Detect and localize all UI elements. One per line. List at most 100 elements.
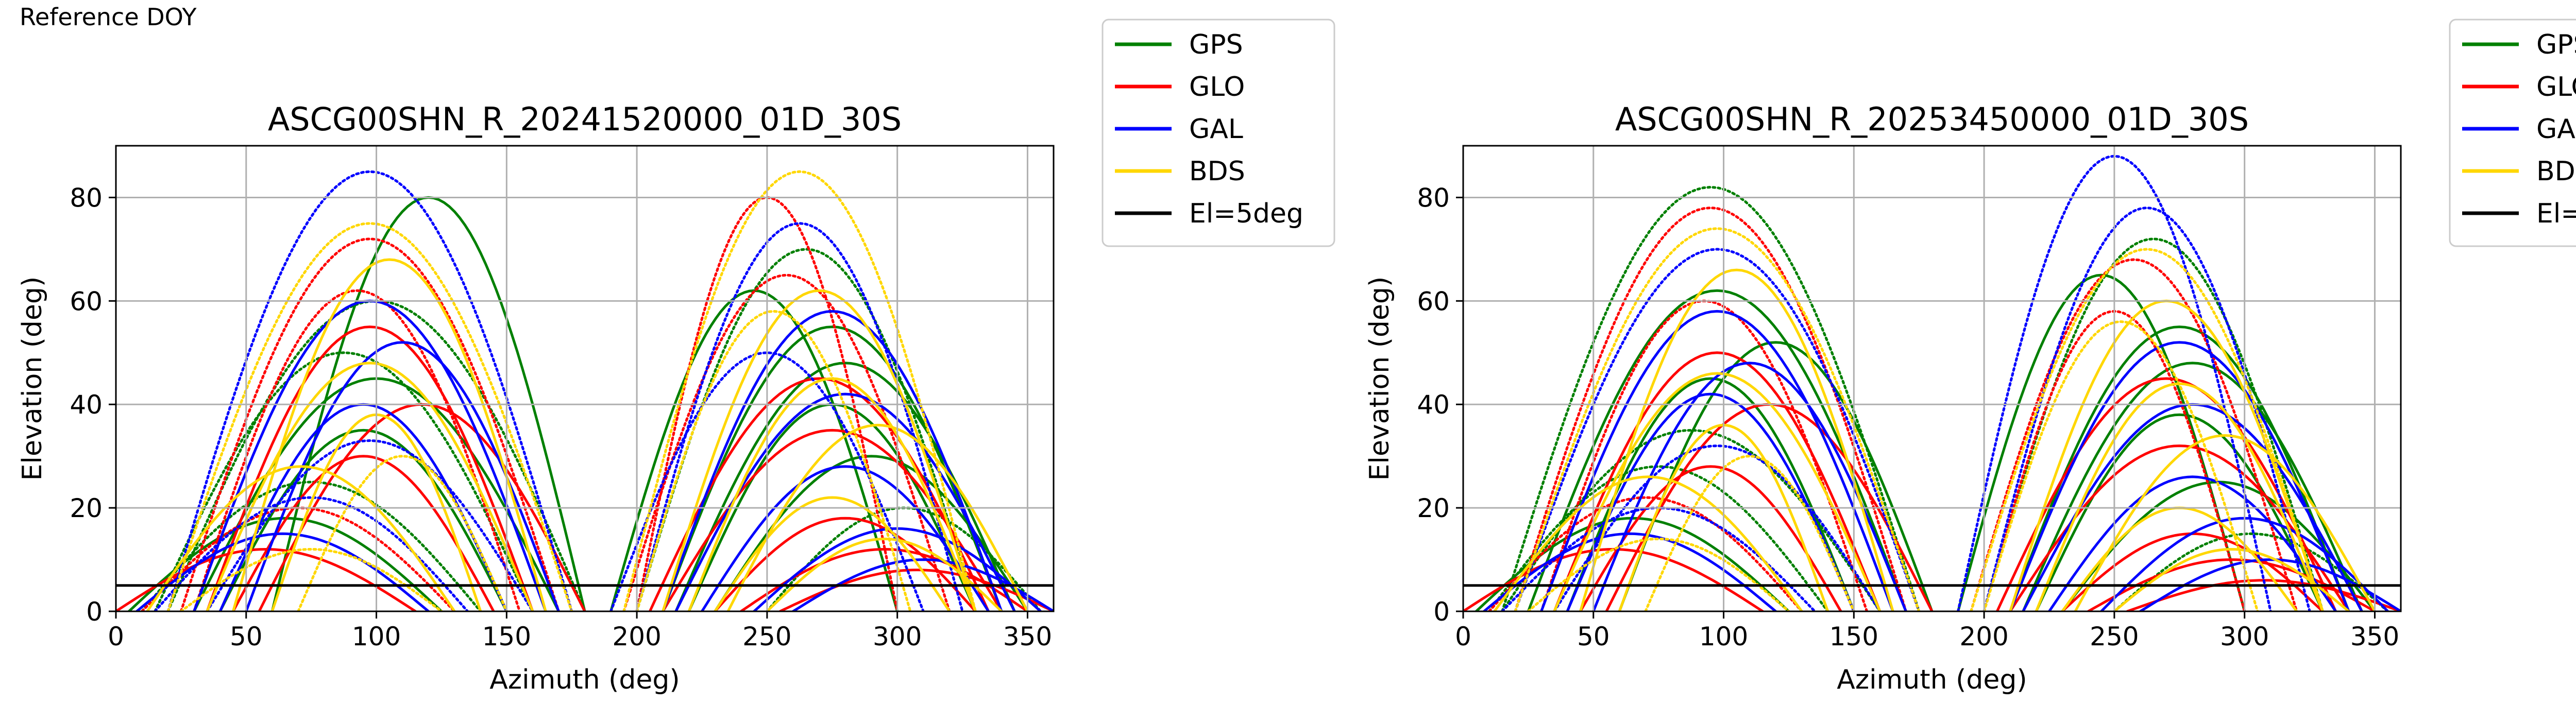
x-tick-label: 200 — [1959, 622, 2008, 652]
legend-label: GPS — [1189, 29, 1243, 60]
legend-label: BDS — [1189, 156, 1245, 187]
legend-frame — [2449, 19, 2576, 247]
y-tick-label: 60 — [1417, 286, 1450, 316]
arc-bds-7 — [179, 547, 443, 611]
arc-bds-4 — [1970, 248, 2324, 611]
arc-glo-1 — [1514, 206, 1907, 611]
x-tick-label: 0 — [1455, 622, 1471, 652]
x-axis-label: Azimuth (deg) — [489, 664, 680, 695]
arc-bds-14 — [687, 377, 977, 611]
x-tick-label: 150 — [1829, 622, 1878, 652]
legend-label: GAL — [2536, 114, 2576, 145]
y-tick-label: 40 — [1417, 390, 1450, 420]
chart-1: 0 50 100 150 200 250 300 350 0 20 40 60 80 ASCG00SHN_… — [17, 19, 1335, 695]
arc-bds-13 — [1644, 455, 1855, 611]
arc-gal-13 — [1553, 444, 1882, 611]
x-tick-label: 250 — [2090, 622, 2139, 652]
arc-bds-12 — [726, 423, 1029, 611]
arc-gps-11 — [1618, 341, 1934, 611]
arc-bds-5 — [662, 289, 977, 611]
chart-title: ASCG00SHN_R_20241520000_01D_30S — [268, 100, 902, 138]
legend-frame — [1101, 19, 1335, 247]
arc-glo-14 — [662, 428, 1003, 611]
arc-bds-11 — [1493, 475, 1803, 611]
y-tick-label: 60 — [70, 286, 103, 316]
legend: GPS GLO GAL BDS El=5deg — [1101, 19, 1335, 247]
arc-glo-4 — [622, 273, 951, 611]
series-bds — [1493, 227, 2376, 611]
x-tick-label: 50 — [230, 622, 263, 652]
legend-label: El=5deg — [1189, 198, 1303, 229]
arc-bds-2 — [1553, 372, 1882, 611]
arc-bds-10 — [635, 310, 912, 611]
arc-bds-11 — [146, 465, 456, 611]
x-tick-label: 300 — [2220, 622, 2269, 652]
legend: GPS GLO GAL BDS El=5deg — [2449, 19, 2576, 247]
arc-glo-1 — [179, 237, 560, 611]
arc-gal-13 — [206, 439, 534, 611]
x-tick-label: 300 — [873, 622, 922, 652]
y-tick-label: 80 — [70, 183, 103, 213]
arc-gal-1 — [1514, 248, 1921, 611]
arc-bds-12 — [2074, 434, 2376, 611]
x-tick-label: 100 — [1699, 622, 1748, 652]
arc-gps-14 — [2022, 362, 2363, 611]
arc-gal-11 — [1482, 532, 1777, 611]
arc-bds-1 — [166, 222, 573, 611]
arc-glo-2 — [1553, 351, 1882, 611]
arc-glo-2 — [206, 325, 534, 611]
y-tick-label: 20 — [70, 493, 103, 523]
arc-gal-4 — [635, 222, 964, 611]
arc-gps-6 — [2035, 413, 2324, 611]
y-tick-label: 0 — [86, 597, 103, 627]
x-tick-label: 150 — [482, 622, 531, 652]
y-tick-label: 0 — [1433, 597, 1450, 627]
figure-label: Reference DOY — [20, 3, 197, 31]
y-axis-label: Elevation (deg) — [17, 277, 48, 481]
arc-gps-7 — [1488, 465, 1829, 611]
arc-glo-11 — [116, 547, 417, 611]
series-bds — [146, 170, 1029, 611]
arc-bds-2 — [206, 362, 534, 611]
arc-gps-1 — [1501, 185, 1921, 611]
arc-bds-9 — [232, 258, 547, 611]
arc-glo-13 — [193, 289, 521, 611]
arc-gal-2 — [1540, 310, 1894, 611]
x-tick-label: 250 — [742, 622, 791, 652]
x-tick-label: 350 — [2350, 622, 2399, 652]
arc-gal-5 — [662, 310, 1003, 611]
legend-label: GLO — [1189, 72, 1245, 102]
arc-gps-13 — [154, 351, 534, 611]
arc-gps-7 — [141, 481, 482, 611]
arc-bds-13 — [297, 455, 508, 611]
x-tick-label: 50 — [1577, 622, 1610, 652]
chart-2: 0 50 100 150 200 250 300 350 0 20 40 60 80 ASCG00SHN_… — [1364, 19, 2576, 695]
plot-frame — [115, 145, 1055, 612]
arc-gal-11 — [135, 532, 430, 611]
y-tick-label: 40 — [70, 390, 103, 420]
plot-frame — [1462, 145, 2402, 612]
arc-bds-6 — [714, 496, 951, 611]
arc-glo-7 — [1488, 496, 1803, 611]
x-tick-label: 350 — [1003, 622, 1052, 652]
legend-label: GAL — [1189, 114, 1243, 145]
x-tick-label: 0 — [108, 622, 124, 652]
arc-glo-6 — [714, 517, 977, 611]
arc-bds-4 — [622, 170, 977, 611]
y-tick-label: 80 — [1417, 183, 1450, 213]
x-axis-label: Azimuth (deg) — [1837, 664, 2027, 695]
chart-title: ASCG00SHN_R_20253450000_01D_30S — [1615, 100, 2249, 138]
x-tick-label: 100 — [352, 622, 401, 652]
arc-gal-1 — [166, 170, 573, 611]
arc-bds-9 — [1579, 268, 1894, 611]
legend-label: El=5deg — [2536, 198, 2576, 229]
arc-bds-14 — [2035, 382, 2324, 611]
arc-bds-10 — [1982, 320, 2259, 611]
y-axis-label: Elevation (deg) — [1364, 277, 1395, 481]
y-tick-label: 20 — [1417, 493, 1450, 523]
legend-label: GPS — [2536, 29, 2576, 60]
arc-bds-7 — [1527, 537, 1790, 611]
legend-label: BDS — [2536, 156, 2576, 187]
x-tick-label: 200 — [612, 622, 661, 652]
